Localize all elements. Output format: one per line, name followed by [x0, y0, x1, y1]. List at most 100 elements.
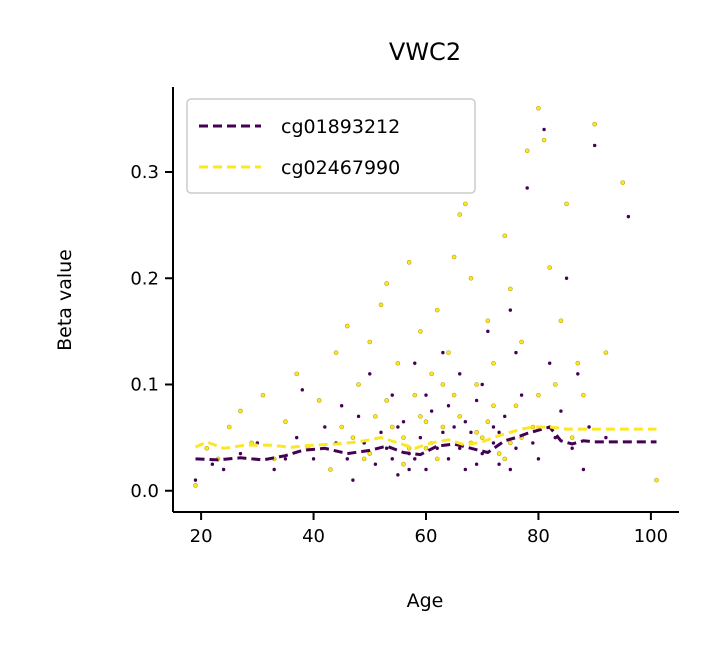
scatter-point-series-2: [457, 212, 463, 217]
scatter-point-series-2: [226, 424, 232, 430]
scatter-point-series-2: [378, 302, 384, 308]
scatter-point-series-2: [474, 382, 479, 387]
scatter-point-series-1: [395, 424, 401, 430]
x-axis-ticks: 20 40 60 80 100: [190, 512, 668, 547]
scatter-point-series-2: [395, 360, 401, 366]
scatter-point-series-1: [530, 440, 536, 446]
scatter-point-series-2: [401, 461, 406, 467]
scatter-point-series-1: [541, 127, 547, 132]
scatter-point-series-2: [530, 424, 536, 430]
scatter-point-series-1: [401, 419, 406, 424]
scatter-point-series-2: [524, 148, 530, 154]
scatter-point-series-1: [463, 467, 468, 472]
scatter-point-series-1: [491, 440, 496, 446]
scatter-point-series-1: [474, 398, 479, 403]
scatter-point-series-2: [294, 371, 299, 377]
scatter-point-series-1: [221, 467, 226, 472]
scatter-point-series-2: [485, 318, 491, 324]
scatter-point-series-2: [384, 398, 389, 403]
scatter-point-series-1: [412, 456, 418, 462]
scatter-point-series-2: [451, 392, 457, 398]
x-tick-label: 100: [634, 526, 668, 547]
scatter-point-series-1: [344, 456, 350, 462]
scatter-point-series-1: [451, 424, 457, 430]
scatter-point-series-2: [502, 233, 508, 239]
scatter-point-series-2: [356, 382, 361, 387]
scatter-point-series-1: [322, 424, 328, 430]
scatter-point-series-2: [564, 201, 569, 207]
scatter-point-series-1: [193, 477, 198, 483]
scatter-point-series-1: [373, 461, 378, 467]
scatter-point-series-1: [575, 371, 581, 377]
scatter-point-series-2: [654, 477, 659, 483]
scatter-point-series-1: [519, 392, 524, 398]
scatter-point-series-1: [440, 430, 446, 435]
y-axis-label: Beta value: [54, 249, 76, 351]
scatter-point-series-2: [547, 265, 552, 270]
scatter-point-series-1: [457, 371, 463, 377]
scatter-point-series-2: [519, 339, 524, 345]
scatter-point-series-1: [350, 477, 356, 483]
scatter-point-series-1: [389, 392, 395, 398]
legend-frame: [186, 98, 476, 194]
scatter-point-series-2: [536, 392, 541, 398]
scatter-point-series-2: [451, 254, 457, 260]
scatter-point-series-2: [440, 382, 446, 387]
scatter-point-series-1: [423, 467, 429, 472]
scatter-point-series-2: [620, 180, 626, 185]
scatter-point-series-2: [339, 424, 344, 430]
scatter-point-series-2: [491, 360, 496, 366]
x-tick-label: 20: [190, 526, 213, 547]
scatter-point-series-1: [440, 350, 446, 355]
scatter-point-series-2: [344, 323, 350, 329]
scatter-point-series-2: [238, 408, 243, 414]
scatter-point-series-1: [564, 275, 569, 281]
scatter-point-series-1: [479, 382, 485, 387]
scatter-point-series-1: [502, 414, 508, 419]
scatter-point-series-2: [513, 403, 519, 409]
scatter-point-series-2: [418, 414, 423, 419]
x-tick-label: 40: [302, 526, 325, 547]
scatter-point-series-1: [513, 445, 519, 451]
scatter-point-series-2: [474, 430, 479, 435]
scatter-point-series-1: [412, 360, 418, 366]
scatter-point-series-1: [592, 143, 597, 148]
y-tick-label: 0.1: [130, 375, 159, 396]
scatter-point-series-2: [536, 105, 541, 111]
scatter-point-series-1: [463, 419, 468, 424]
scatter-point-series-2: [463, 201, 468, 207]
y-tick-label: 0.3: [130, 162, 159, 183]
scatter-point-series-2: [541, 137, 547, 143]
scatter-point-series-2: [553, 382, 558, 387]
scatter-point-series-2: [479, 435, 485, 440]
scatter-point-series-2: [434, 307, 440, 313]
scatter-point-series-2: [316, 398, 322, 403]
scatter-point-series-2: [283, 419, 288, 424]
scatter-point-series-2: [367, 339, 373, 345]
scatter-point-series-1: [626, 214, 631, 219]
scatter-point-series-1: [271, 467, 277, 472]
scatter-point-series-2: [361, 456, 367, 462]
scatter-point-series-2: [384, 281, 389, 286]
scatter-point-series-1: [378, 430, 384, 435]
x-tick-label: 60: [415, 526, 438, 547]
legend: cg01893212 cg02467990: [186, 98, 476, 194]
scatter-point-series-1: [300, 387, 305, 393]
scatter-point-series-2: [423, 445, 429, 451]
scatter-point-series-2: [328, 467, 333, 472]
scatter-point-series-2: [418, 329, 423, 334]
scatter-point-series-1: [581, 467, 586, 472]
scatter-point-series-1: [339, 403, 344, 409]
scatter-point-series-1: [491, 424, 496, 430]
scatter-point-series-2: [193, 483, 198, 488]
scatter-point-series-1: [238, 451, 243, 456]
scatter-point-series-1: [558, 408, 564, 414]
legend-label-series-2: cg02467990: [281, 157, 400, 179]
scatter-point-series-1: [210, 461, 215, 467]
scatter-point-series-2: [508, 286, 513, 292]
scatter-point-series-1: [311, 456, 316, 462]
scatter-point-series-1: [468, 430, 474, 435]
scatter-point-series-1: [406, 467, 412, 472]
scatter-point-series-1: [569, 445, 575, 451]
scatter-point-series-1: [423, 392, 429, 398]
